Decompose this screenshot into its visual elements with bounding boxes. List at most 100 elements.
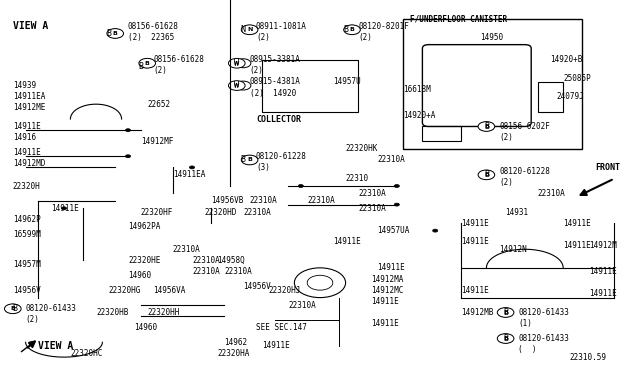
Text: B: B xyxy=(503,308,508,317)
Text: 14950: 14950 xyxy=(480,33,503,42)
Text: B: B xyxy=(503,336,508,341)
Text: 14911E: 14911E xyxy=(262,341,290,350)
Text: (2): (2) xyxy=(256,33,270,42)
Text: B: B xyxy=(343,25,348,34)
Text: 14911E: 14911E xyxy=(563,241,591,250)
Text: W: W xyxy=(234,83,239,88)
Text: (1): (1) xyxy=(518,319,532,328)
Text: 22310A: 22310A xyxy=(358,189,386,198)
Text: B: B xyxy=(241,155,246,164)
Text: 08156-61628: 08156-61628 xyxy=(154,55,204,64)
Text: COLLECTOR: COLLECTOR xyxy=(256,115,301,124)
Bar xyxy=(538,82,563,112)
Text: (2): (2) xyxy=(499,133,513,142)
Text: 14911E: 14911E xyxy=(461,219,488,228)
Circle shape xyxy=(394,203,399,206)
Circle shape xyxy=(228,58,245,68)
Circle shape xyxy=(298,185,303,187)
Text: 08120-61433: 08120-61433 xyxy=(518,308,569,317)
Text: 14911E: 14911E xyxy=(13,148,40,157)
Circle shape xyxy=(4,304,21,314)
Text: 14920+B: 14920+B xyxy=(550,55,583,64)
Circle shape xyxy=(497,334,514,343)
Text: 08156-61628: 08156-61628 xyxy=(128,22,179,31)
Text: 16599M: 16599M xyxy=(13,230,40,239)
Text: 22310A: 22310A xyxy=(378,155,405,164)
Circle shape xyxy=(478,122,495,131)
Text: (  ): ( ) xyxy=(518,345,537,354)
Text: 14911E: 14911E xyxy=(461,237,488,246)
Text: 14911E: 14911E xyxy=(371,319,399,328)
Text: 22320HG: 22320HG xyxy=(109,286,141,295)
Text: (2): (2) xyxy=(358,33,372,42)
Text: 14911E: 14911E xyxy=(589,267,616,276)
Text: 14956VB: 14956VB xyxy=(211,196,244,205)
Text: B: B xyxy=(113,31,118,36)
Bar xyxy=(262,60,358,112)
Text: 14911E: 14911E xyxy=(371,297,399,306)
Text: 14960: 14960 xyxy=(128,271,151,280)
Text: 14911E: 14911E xyxy=(333,237,360,246)
Text: 22320HK: 22320HK xyxy=(346,144,378,153)
Circle shape xyxy=(228,81,245,90)
Text: 22310A: 22310A xyxy=(250,196,277,205)
Bar xyxy=(403,19,582,149)
Text: SEE SEC.147: SEE SEC.147 xyxy=(256,323,307,332)
Circle shape xyxy=(241,25,258,35)
Text: 14957M: 14957M xyxy=(13,260,40,269)
Text: (2): (2) xyxy=(499,178,513,187)
Text: 22320H: 22320H xyxy=(13,182,40,190)
Circle shape xyxy=(497,308,514,317)
Text: (2)  14920: (2) 14920 xyxy=(250,89,296,97)
Circle shape xyxy=(125,155,131,158)
Text: 14958Q: 14958Q xyxy=(218,256,245,265)
Text: B: B xyxy=(484,124,489,129)
Circle shape xyxy=(189,166,195,169)
Text: 08120-61433: 08120-61433 xyxy=(518,334,569,343)
Circle shape xyxy=(344,25,360,35)
Text: 14939: 14939 xyxy=(13,81,36,90)
Text: B: B xyxy=(484,122,489,131)
Text: 14957U: 14957U xyxy=(333,77,360,86)
Text: 16618M: 16618M xyxy=(403,85,431,94)
Text: B: B xyxy=(106,29,111,38)
Text: FRONT: FRONT xyxy=(595,163,620,172)
Text: 08120-61228: 08120-61228 xyxy=(499,167,550,176)
Text: 14912MB: 14912MB xyxy=(461,308,493,317)
Text: B: B xyxy=(13,304,18,313)
Text: B: B xyxy=(484,172,489,177)
Text: 14911E: 14911E xyxy=(378,263,405,272)
Circle shape xyxy=(433,229,438,232)
Text: W: W xyxy=(234,81,239,90)
Text: VIEW A: VIEW A xyxy=(13,21,48,31)
Text: 14912MC: 14912MC xyxy=(371,286,404,295)
Text: 14916: 14916 xyxy=(13,133,36,142)
Text: VIEW A: VIEW A xyxy=(38,341,74,351)
Text: 22310A: 22310A xyxy=(358,204,386,213)
Circle shape xyxy=(125,129,131,132)
Text: 22310A: 22310A xyxy=(192,267,220,276)
Text: B: B xyxy=(145,61,150,66)
Text: 08120-61228: 08120-61228 xyxy=(256,152,307,161)
Text: 08120-8201F: 08120-8201F xyxy=(358,22,409,31)
Text: 22310A: 22310A xyxy=(288,301,316,310)
Text: 22320HH: 22320HH xyxy=(147,308,180,317)
Circle shape xyxy=(139,58,156,68)
Text: 22310: 22310 xyxy=(346,174,369,183)
Text: 22320HJ: 22320HJ xyxy=(269,286,301,295)
Text: 24079J: 24079J xyxy=(557,92,584,101)
Text: 14911EA: 14911EA xyxy=(13,92,45,101)
Text: 14911E: 14911E xyxy=(563,219,591,228)
Text: 08915-3381A: 08915-3381A xyxy=(250,55,300,64)
Text: (2): (2) xyxy=(154,66,168,75)
Text: 22320HE: 22320HE xyxy=(128,256,161,265)
Text: W: W xyxy=(234,59,239,68)
Text: B: B xyxy=(10,306,15,311)
Text: 25085P: 25085P xyxy=(563,74,591,83)
Circle shape xyxy=(107,29,124,38)
Text: B: B xyxy=(503,334,508,343)
Text: 14962P: 14962P xyxy=(13,215,40,224)
Text: 14960: 14960 xyxy=(134,323,157,332)
Text: 22320HA: 22320HA xyxy=(218,349,250,358)
Text: 22310A: 22310A xyxy=(224,267,252,276)
